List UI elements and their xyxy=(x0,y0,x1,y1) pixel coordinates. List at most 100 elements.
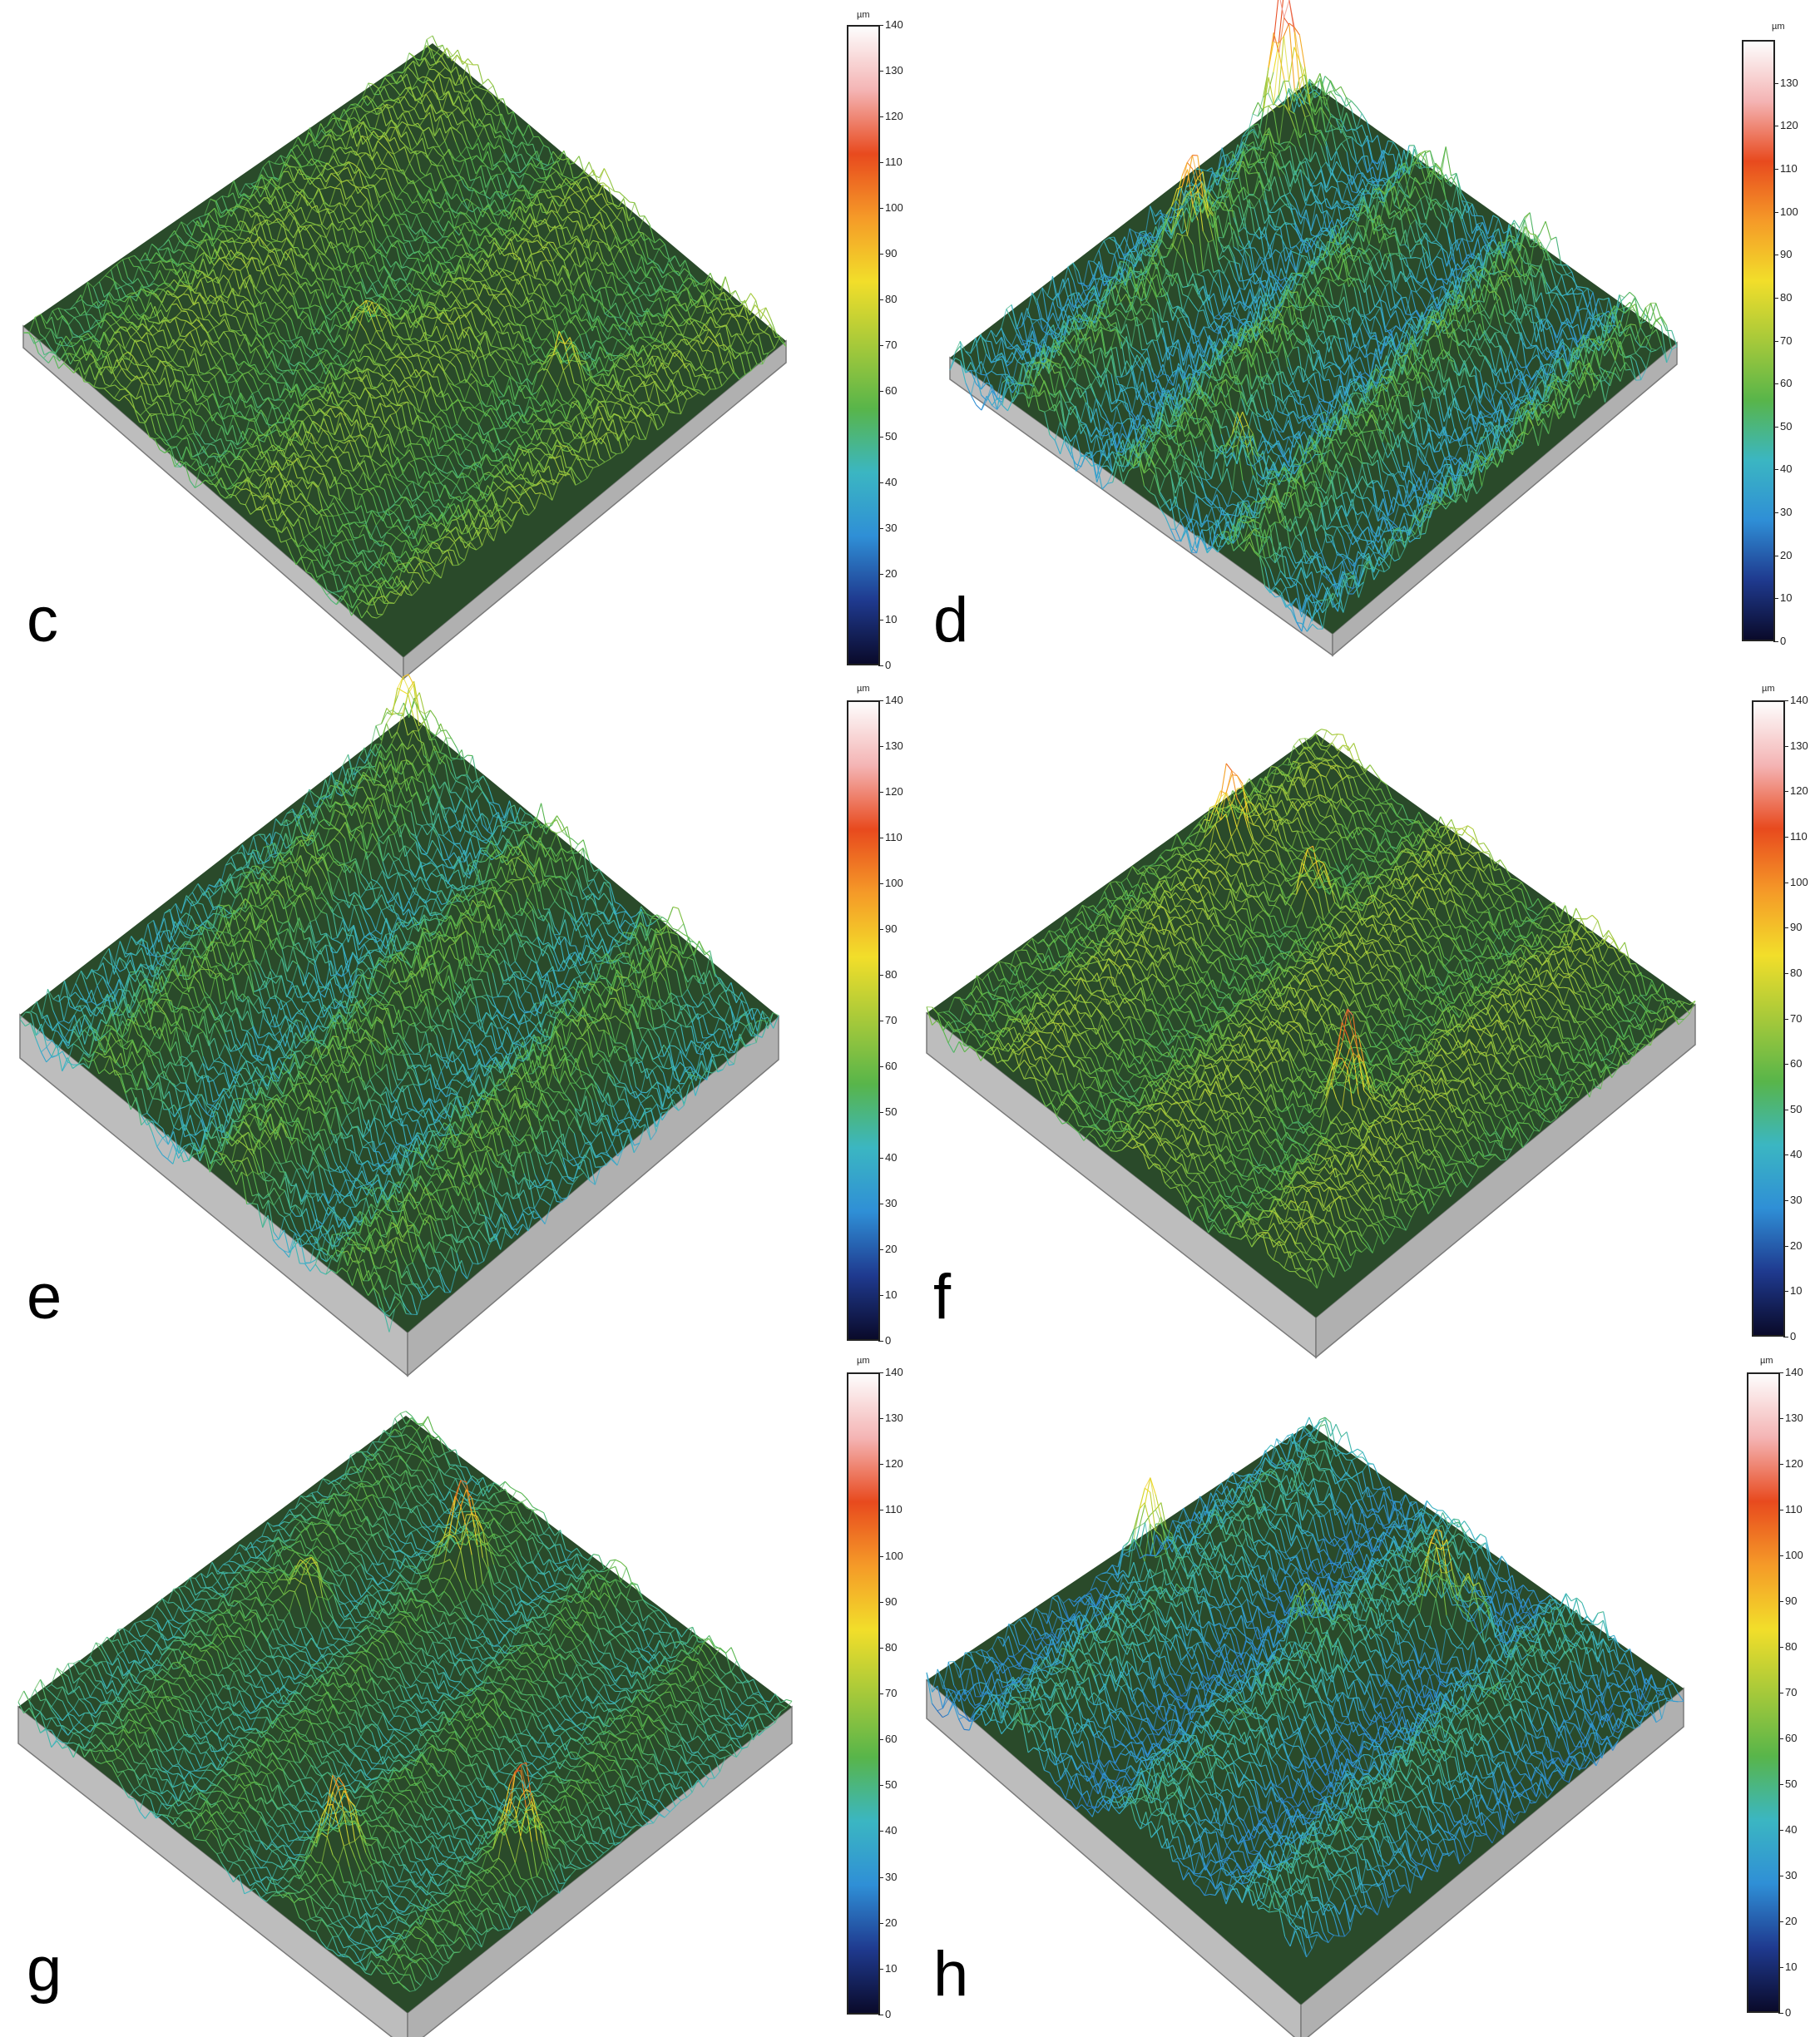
colorbar-tick-label: 80 xyxy=(885,969,897,980)
colorbar-tick-mark xyxy=(878,1739,883,1741)
colorbar-tick-label: 40 xyxy=(885,1152,897,1163)
surface-mesh xyxy=(926,729,1696,1289)
panel-label: e xyxy=(27,1266,62,1329)
colorbar-tick-label: 0 xyxy=(1790,1331,1796,1342)
surface-panel-d: d µm 0 10 20 30 40 50 60 70 80 90 100 110 120 130 xyxy=(910,0,1820,674)
colorbar-tick-label: 20 xyxy=(1790,1240,1802,1251)
colorbar-tick-mark xyxy=(1778,1647,1783,1648)
colorbar-tick-mark xyxy=(878,1418,883,1420)
colorbar-tick-mark xyxy=(878,1249,883,1250)
colorbar-tick-mark xyxy=(878,883,883,884)
surface-mesh xyxy=(19,674,779,1332)
colorbar-tick-mark xyxy=(1778,1784,1783,1785)
colorbar-tick-mark xyxy=(878,437,883,438)
colorbar-tick-mark xyxy=(878,116,883,117)
colorbar-tick-label: 10 xyxy=(885,1963,897,1974)
surface-plot-3d xyxy=(17,1411,793,2037)
colorbar-tick-label: 0 xyxy=(1780,635,1786,646)
base-slab-right-face xyxy=(1300,1687,1684,2037)
colorbar-tick-label: 30 xyxy=(1790,1194,1802,1205)
surface-plot-3d xyxy=(19,674,779,1377)
colorbar-tick-label: 80 xyxy=(1790,967,1802,978)
colorbar-tick-label: 90 xyxy=(885,248,897,259)
colorbar-tick-label: 50 xyxy=(1785,1778,1797,1789)
colorbar-tick-mark xyxy=(878,1693,883,1694)
colorbar-tick-label: 110 xyxy=(1785,1504,1803,1515)
colorbar-tick-label: 110 xyxy=(885,156,903,167)
colorbar-tick-label: 30 xyxy=(1780,507,1792,517)
colorbar-tick-label: 100 xyxy=(1780,206,1798,217)
colorbar-tick-label: 130 xyxy=(885,1412,903,1423)
surface-mesh xyxy=(17,1411,793,1992)
colorbar-tick-label: 90 xyxy=(885,1596,897,1607)
colorbar-tick-mark xyxy=(878,1112,883,1113)
colorbar-tick-mark xyxy=(878,254,883,255)
colorbar-tick-label: 20 xyxy=(885,1917,897,1928)
colorbar-tick-mark xyxy=(878,1295,883,1296)
colorbar-tick-label: 110 xyxy=(1780,163,1798,174)
colorbar-tick-mark xyxy=(1783,1154,1788,1156)
colorbar-tick-label: 60 xyxy=(885,1061,897,1071)
colorbar-tick-mark xyxy=(878,1601,883,1603)
surface-top-face xyxy=(927,734,1695,1318)
colorbar-tick-mark xyxy=(1778,1372,1783,1373)
colorbar-tick-label: 130 xyxy=(1780,77,1798,88)
colorbar-tick-label: 40 xyxy=(885,1825,897,1836)
colorbar-unit-label: µm xyxy=(857,684,870,694)
colorbar-tick-label: 30 xyxy=(885,1871,897,1882)
colorbar-tick-mark xyxy=(878,792,883,793)
surface-plot-3d xyxy=(22,35,787,680)
colorbar-tick-mark xyxy=(1778,1601,1783,1602)
colorbar-tick-label: 10 xyxy=(885,1289,897,1300)
colorbar-tick-mark xyxy=(878,1555,883,1557)
colorbar-tick-label: 130 xyxy=(885,65,903,76)
colorbar-tick-mark xyxy=(1783,791,1788,793)
height-colorbar xyxy=(847,25,880,665)
colorbar-tick-mark xyxy=(878,746,883,747)
colorbar-tick-label: 50 xyxy=(1780,421,1792,432)
base-slab-right-face xyxy=(1315,1003,1696,1359)
surface-top-face xyxy=(927,1424,1684,2005)
colorbar-tick-label: 140 xyxy=(1785,1367,1803,1377)
colorbar-tick-label: 20 xyxy=(885,568,897,579)
colorbar-tick-mark xyxy=(878,1922,883,1924)
colorbar-tick-mark xyxy=(878,71,883,72)
colorbar-tick-label: 60 xyxy=(885,1733,897,1744)
colorbar-tick-label: 70 xyxy=(1785,1687,1797,1698)
colorbar-tick-label: 80 xyxy=(885,1642,897,1653)
surface-mesh xyxy=(949,0,1678,632)
colorbar-tick-mark xyxy=(1778,1738,1783,1739)
base-slab-right-face xyxy=(1332,341,1678,657)
panel-label: h xyxy=(933,1943,968,2006)
colorbar-tick-label: 70 xyxy=(1790,1013,1802,1024)
colorbar-tick-label: 80 xyxy=(1780,292,1792,303)
colorbar-tick-label: 90 xyxy=(1780,249,1792,260)
colorbar-tick-mark xyxy=(1783,745,1788,747)
colorbar-tick-mark xyxy=(878,1372,883,1373)
colorbar-tick-mark xyxy=(878,1785,883,1787)
colorbar-tick-mark xyxy=(1773,297,1778,299)
colorbar-tick-label: 110 xyxy=(885,832,903,843)
colorbar-tick-mark xyxy=(1773,383,1778,385)
colorbar-tick-mark xyxy=(1783,1064,1788,1065)
colorbar-tick-mark xyxy=(878,1876,883,1878)
colorbar-tick-mark xyxy=(1778,1830,1783,1831)
colorbar-tick-mark xyxy=(1773,426,1778,428)
colorbar-tick-mark xyxy=(878,25,883,26)
colorbar-tick-label: 90 xyxy=(1790,922,1802,932)
colorbar-tick-mark xyxy=(1773,469,1778,471)
colorbar-tick-label: 20 xyxy=(1785,1916,1797,1926)
colorbar-tick-mark xyxy=(878,208,883,209)
surface-top-face xyxy=(18,1416,792,2013)
colorbar-tick-label: 120 xyxy=(1785,1458,1803,1469)
colorbar-tick-label: 100 xyxy=(885,202,903,213)
colorbar-unit-label: µm xyxy=(857,1356,870,1366)
colorbar-tick-label: 100 xyxy=(1790,877,1808,887)
colorbar-unit-label: µm xyxy=(1762,684,1775,694)
colorbar-tick-mark xyxy=(1773,340,1778,342)
colorbar-tick-label: 80 xyxy=(1785,1641,1797,1652)
height-colorbar xyxy=(1752,700,1785,1337)
colorbar-tick-mark xyxy=(1778,1464,1783,1465)
colorbar-tick-label: 40 xyxy=(1785,1824,1797,1835)
colorbar-tick-mark xyxy=(1778,1418,1783,1419)
